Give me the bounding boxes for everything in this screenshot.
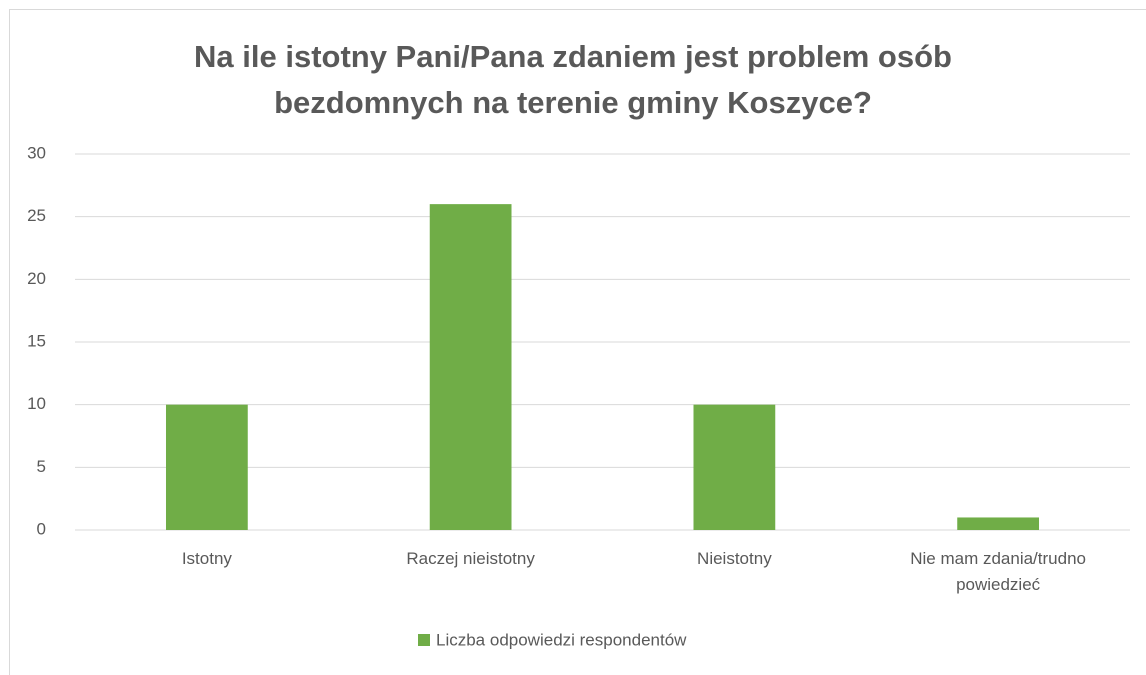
y-tick-label: 30 [27,143,46,162]
x-tick-label: Nie mam zdania/trudno powiedzieć [910,549,1086,594]
bar [165,404,248,530]
y-tick-label: 25 [27,206,46,225]
legend-label: Liczba odpowiedzi respondentów [436,630,687,649]
y-tick-label: 20 [27,269,46,288]
legend-swatch [418,634,430,646]
x-tick-label: Nieistotny [697,549,772,568]
y-tick-label: 0 [37,519,46,538]
chart-border [9,9,1146,675]
chart-title: Na ile istotny Pani/Pana zdaniem jest pr… [194,39,952,120]
bar [693,404,776,530]
x-tick-label: Istotny [181,549,232,568]
y-tick-label: 5 [37,457,46,476]
y-tick-label: 15 [27,331,46,350]
bar [957,517,1040,530]
x-tick-label: Raczej nieistotny [406,549,535,568]
bar [429,204,512,530]
y-tick-label: 10 [27,394,46,413]
